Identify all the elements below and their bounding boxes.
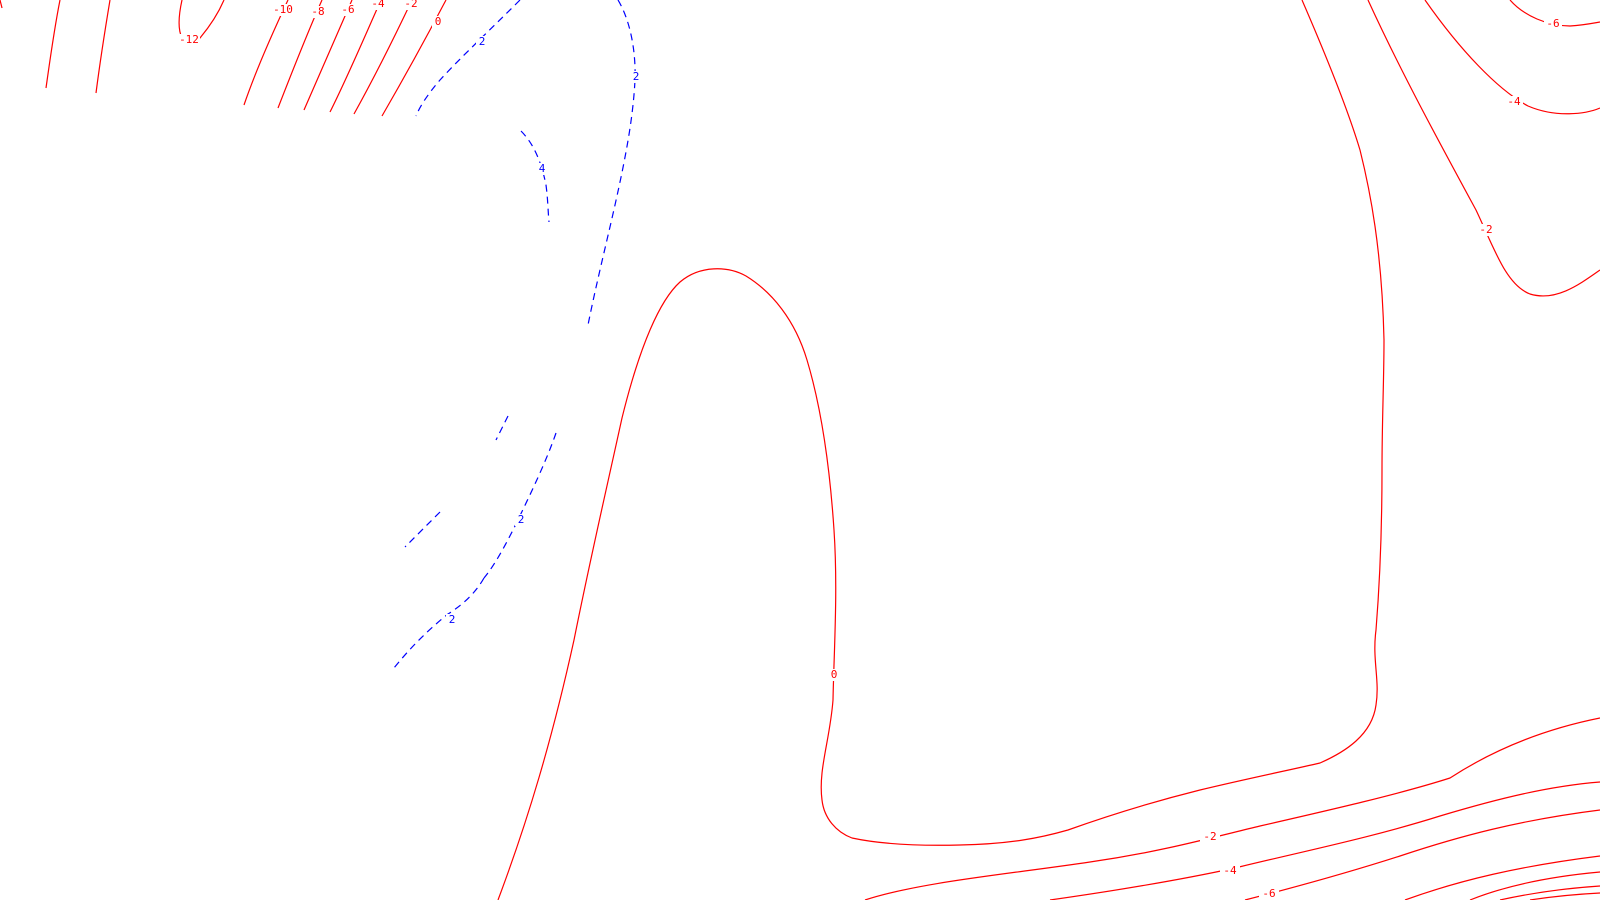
contour-line-top-left-2 — [45, 0, 61, 89]
contour-line-p2-mid — [483, 432, 557, 579]
label-p2-mid: 2 — [518, 513, 525, 526]
label-n4-top: -4 — [371, 0, 385, 10]
label-n2-bottom: -2 — [1203, 830, 1216, 843]
contour-line-p2-short — [404, 511, 441, 548]
label-n6-bottom: -6 — [1262, 887, 1275, 900]
label-p2-top: 2 — [479, 35, 486, 48]
contour-line-bottom-5 — [1469, 871, 1600, 900]
contour-line-p2-small — [495, 415, 509, 441]
label-n8: -8 — [311, 5, 324, 18]
label-zero-top: 0 — [435, 15, 442, 28]
contour-line-n2-bottom-a — [864, 717, 1600, 900]
label-n6-right: -6 — [1546, 17, 1559, 30]
contour-line-zero-top — [381, 0, 447, 117]
contour-line-bottom-6 — [1499, 885, 1600, 900]
contour-line-zero-main — [497, 0, 1385, 900]
label-n4-right: -4 — [1507, 95, 1521, 108]
contour-line-n4-bottom — [1049, 781, 1600, 900]
contour-line-bottom-7 — [1529, 892, 1600, 900]
label-zero-mid: 0 — [831, 668, 838, 681]
label-n4-bottom: -4 — [1223, 864, 1237, 877]
contour-line-p2-low — [393, 577, 485, 669]
contour-line-n6-right — [1509, 0, 1600, 27]
contour-line-top-left-1 — [0, 0, 3, 9]
contour-line-n6-bottom — [1244, 809, 1600, 900]
contour-line-top-left-3 — [95, 0, 111, 94]
label-n2-right: -2 — [1479, 223, 1492, 236]
label-p4: 4 — [539, 162, 546, 175]
label-n6-top: -6 — [341, 3, 354, 16]
contour-line-bottom-4 — [1404, 855, 1600, 900]
contour-line-n2-top — [353, 0, 413, 115]
label-n12: -12 — [179, 33, 199, 46]
contour-line-p2-arc — [587, 0, 636, 326]
contour-line-p4 — [520, 130, 550, 223]
contour-line-n2-right — [1367, 0, 1600, 297]
label-p2-arc: 2 — [633, 70, 640, 83]
label-p2-low: 2 — [449, 613, 456, 626]
contour-line-n4-top — [329, 0, 382, 113]
contour-line-p2-top — [415, 0, 521, 117]
label-n10: -10 — [273, 3, 293, 16]
label-n2-top: -2 — [404, 0, 417, 10]
